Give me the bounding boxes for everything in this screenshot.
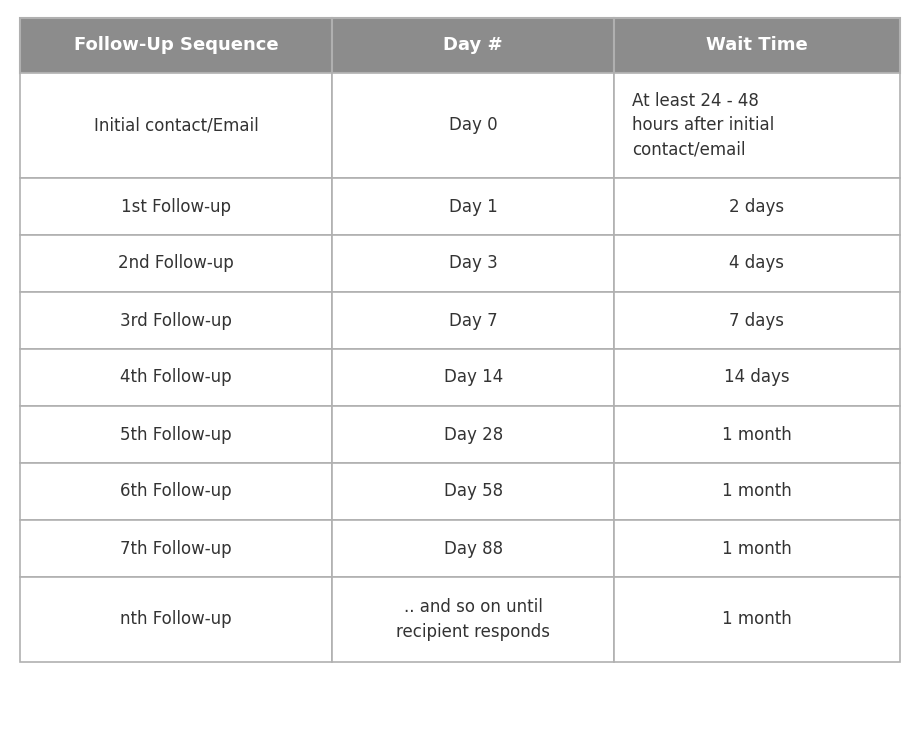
Text: Wait Time: Wait Time [706, 37, 807, 54]
Bar [613, 577, 899, 662]
Text: 14 days: 14 days [723, 369, 789, 386]
Text: 3rd Follow-up: 3rd Follow-up [120, 311, 232, 330]
Text: Day 3: Day 3 [448, 255, 497, 272]
Text: 1 month: 1 month [721, 425, 791, 444]
Bar [613, 73, 899, 178]
Text: At least 24 - 48
hours after initial
contact/email: At least 24 - 48 hours after initial con… [631, 92, 774, 159]
Text: 7th Follow-up: 7th Follow-up [120, 539, 232, 557]
Text: Day 28: Day 28 [443, 425, 503, 444]
Text: 4th Follow-up: 4th Follow-up [120, 369, 232, 386]
Text: 2 days: 2 days [729, 197, 784, 216]
Bar [613, 18, 899, 73]
Text: 4 days: 4 days [729, 255, 784, 272]
Bar [332, 349, 613, 406]
Bar [332, 520, 613, 577]
Bar [332, 235, 613, 292]
Text: nth Follow-up: nth Follow-up [120, 610, 232, 629]
Bar [332, 577, 613, 662]
Text: Day 0: Day 0 [448, 116, 497, 135]
Bar [20, 349, 332, 406]
Bar [20, 406, 332, 463]
Bar [613, 235, 899, 292]
Bar [613, 292, 899, 349]
Text: Initial contact/Email: Initial contact/Email [94, 116, 258, 135]
Bar [20, 235, 332, 292]
Text: Follow-Up Sequence: Follow-Up Sequence [74, 37, 278, 54]
Bar [332, 73, 613, 178]
Text: 1st Follow-up: 1st Follow-up [121, 197, 231, 216]
Bar [20, 463, 332, 520]
Bar [613, 349, 899, 406]
Bar [20, 292, 332, 349]
Text: 5th Follow-up: 5th Follow-up [120, 425, 232, 444]
Text: 7 days: 7 days [729, 311, 784, 330]
Bar [332, 292, 613, 349]
Text: Day 1: Day 1 [448, 197, 497, 216]
Text: 1 month: 1 month [721, 483, 791, 500]
Bar [332, 18, 613, 73]
Text: Day #: Day # [443, 37, 503, 54]
Bar [613, 406, 899, 463]
Text: 1 month: 1 month [721, 610, 791, 629]
Bar [613, 463, 899, 520]
Text: 1 month: 1 month [721, 539, 791, 557]
Bar [20, 178, 332, 235]
Text: 6th Follow-up: 6th Follow-up [120, 483, 232, 500]
Text: Day 14: Day 14 [443, 369, 503, 386]
Bar [332, 406, 613, 463]
Text: Day 88: Day 88 [443, 539, 502, 557]
Text: .. and so on until
recipient responds: .. and so on until recipient responds [396, 598, 550, 640]
Bar [20, 577, 332, 662]
Bar [613, 520, 899, 577]
Bar [20, 18, 332, 73]
Bar [20, 520, 332, 577]
Text: Day 58: Day 58 [443, 483, 502, 500]
Text: 2nd Follow-up: 2nd Follow-up [119, 255, 233, 272]
Bar [613, 178, 899, 235]
Bar [332, 178, 613, 235]
Text: Day 7: Day 7 [448, 311, 497, 330]
Bar [332, 463, 613, 520]
Bar [20, 73, 332, 178]
